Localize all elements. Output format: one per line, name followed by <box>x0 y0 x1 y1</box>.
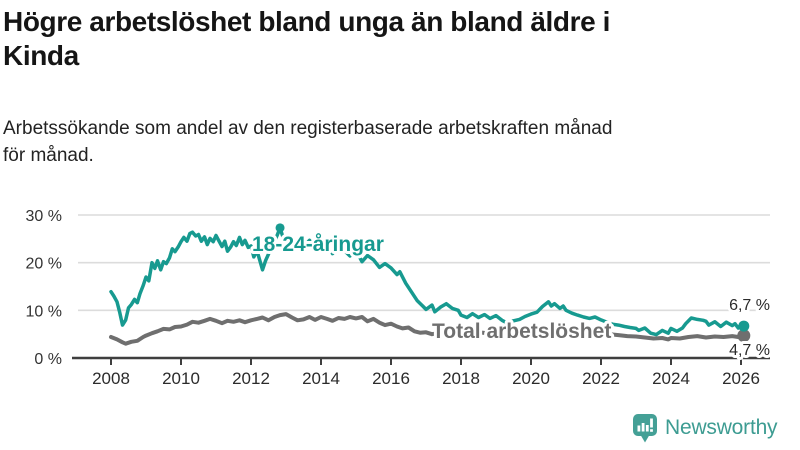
x-axis-tick-label: 2016 <box>372 369 410 388</box>
series-line-total <box>109 312 746 346</box>
end-point-marker-total <box>737 329 751 343</box>
x-axis-tick-label: 2022 <box>582 369 620 388</box>
y-axis-tick-label: 30 % <box>26 208 62 225</box>
x-axis-tick-label: 2012 <box>232 369 270 388</box>
x-axis-tick-label: 2026 <box>722 369 760 388</box>
data-point-markers <box>275 223 751 343</box>
y-axis-tick-label: 20 % <box>26 256 62 273</box>
end-value-young: 6,7 % <box>729 297 770 314</box>
x-axis-tick-label: 2014 <box>302 369 340 388</box>
x-axis-tick-label: 2008 <box>92 369 130 388</box>
x-axis-tick-label: 2010 <box>162 369 200 388</box>
x-axis-tick-label: 2020 <box>512 369 550 388</box>
axes: 0 % 10 % 20 % 30 % 2008 2010 2012 2014 2016 2018 2… <box>26 208 770 388</box>
gridlines <box>78 214 770 312</box>
series-label-total: Total arbetslöshet <box>432 320 611 343</box>
series-label-young: 18-24-åringar <box>252 233 384 256</box>
page-title: Högre arbetslöshet bland unga än bland ä… <box>3 6 611 72</box>
data-lines <box>109 226 746 346</box>
chart-subtitle: Arbetssökande som andel av den registerb… <box>3 118 613 166</box>
x-axis-tick-label: 2024 <box>652 369 690 388</box>
end-value-total: 4,7 % <box>729 342 770 359</box>
series-line-young <box>109 226 746 337</box>
x-axis-tick-label: 2018 <box>442 369 480 388</box>
bar-chart-speech-bubble-icon <box>633 414 657 443</box>
line-chart: 0 % 10 % 20 % 30 % 2008 2010 2012 2014 2016 2018 2… <box>26 208 773 388</box>
max-point-marker-young <box>275 223 285 233</box>
logo-wordmark: Newsworthy <box>665 416 778 439</box>
newsworthy-logo: Newsworthy <box>632 413 778 443</box>
y-axis-tick-label: 0 % <box>34 351 62 368</box>
end-point-marker-young <box>738 320 750 332</box>
y-axis-tick-label: 10 % <box>26 303 62 320</box>
